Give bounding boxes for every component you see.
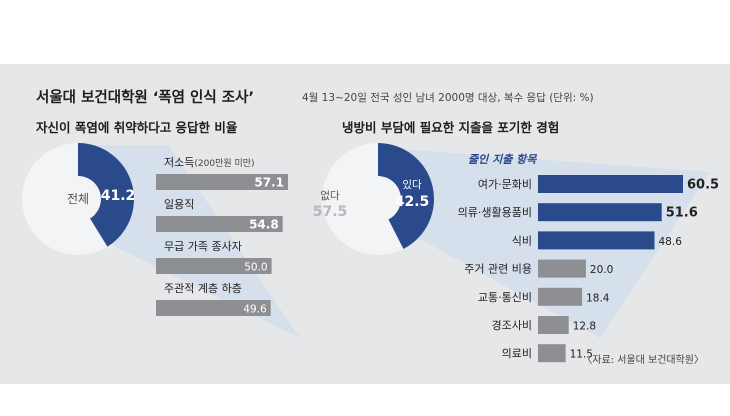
left-bar: [156, 216, 283, 232]
right-bar: [538, 344, 566, 363]
pie-left-value: 41.2: [101, 188, 136, 204]
right-bar-category: 교통·통신비: [478, 291, 532, 304]
right-bar: [538, 287, 583, 306]
right-chart-title: 냉방비 부담에 필요한 지출을 포기한 경험: [342, 120, 559, 135]
right-bar-value: 18.4: [586, 292, 610, 304]
pie-right-donut-hole: [355, 176, 401, 222]
left-bar-value: 49.6: [243, 304, 267, 316]
right-bar-category: 의류·생활용품비: [458, 205, 532, 219]
right-bar-category: 의료비: [502, 347, 532, 360]
left-bar-value: 57.1: [254, 176, 284, 190]
left-bar-category: 일용직: [164, 197, 194, 211]
right-bar-value: 20.0: [590, 264, 613, 276]
source-note: 〈자료: 서울대 보건대학원〉: [582, 354, 704, 366]
left-bar-category: 저소득(200만원 미만): [164, 156, 255, 169]
right-bar-value: 51.6: [666, 206, 698, 221]
right-bar: [538, 203, 662, 222]
left-bar-value: 54.8: [249, 218, 279, 232]
right-bar-category: 여가·문화비: [478, 178, 532, 191]
pie-right-yes-value: 42.5: [395, 194, 430, 210]
right-bar-value: 11.5: [570, 349, 593, 361]
right-bar: [538, 175, 683, 193]
pie-right-no-value: 57.5: [313, 204, 348, 220]
right-bar-heading: 줄인 지출 항목: [468, 153, 537, 166]
left-bar-category: 무급 가족 종사자: [164, 240, 242, 253]
pie-left-center-label: 전체: [67, 192, 89, 206]
left-bar: [156, 174, 288, 190]
header-title: 서울대 보건대학원 ‘폭염 인식 조사’: [36, 88, 254, 106]
pie-right-highlight-slice: [378, 143, 435, 249]
right-bar: [538, 231, 655, 250]
pie-left-highlight-slice: [78, 142, 135, 247]
left-bar-category-note: (200만원 미만): [194, 158, 254, 169]
right-bar-category: 경조사비: [492, 319, 532, 332]
right-bar-value: 60.5: [687, 178, 719, 193]
left-bar-category: 주관적 계층 하층: [164, 281, 242, 295]
left-bar: [156, 300, 271, 316]
right-bar-value: 12.8: [573, 321, 596, 333]
header-subtitle: 4월 13~20일 전국 성인 남녀 2000명 대상, 복수 응답 (단위: …: [302, 91, 594, 104]
left-bar: [156, 258, 272, 274]
right-bar: [538, 259, 586, 278]
right-bar-category: 식비: [512, 234, 532, 247]
right-bar-value: 48.6: [659, 236, 683, 248]
left-connector-wedge: [90, 145, 300, 338]
pie-right-yes-label: 있다: [402, 179, 422, 191]
pie-left-donut-hole: [55, 176, 101, 222]
right-bar: [538, 316, 569, 334]
pie-right-no-label: 없다: [320, 189, 340, 202]
left-chart-title: 자신이 폭염에 취약하다고 응답한 비율: [36, 120, 238, 135]
right-bar-category: 주거 관련 비용: [464, 263, 532, 276]
left-bar-value: 50.0: [244, 262, 267, 274]
